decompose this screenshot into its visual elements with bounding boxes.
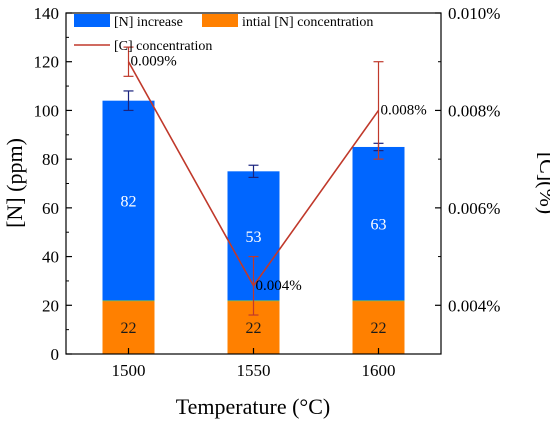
- x-tick-label-1600: 1600: [362, 361, 396, 380]
- bar-1500-series-0: [102, 300, 155, 354]
- y-right-tick-label-2: 0.008%: [448, 101, 500, 120]
- y-tick-label-140: 140: [34, 4, 60, 23]
- x-axis-label: Temperature (°C): [176, 394, 330, 419]
- labels-layer: 22 82 22 53 22 63 0.009% 0.004% 0.008%: [121, 54, 427, 337]
- legend-label-c-concentration: [C] concentration: [114, 39, 212, 54]
- y-tick-label-100: 100: [34, 101, 60, 120]
- y-right-tick-label-1: 0.006%: [448, 199, 500, 218]
- bar-value-label-1600-series-1: 63: [371, 217, 387, 234]
- bar-value-label-1500-series-1: 82: [121, 194, 137, 211]
- legend-label-n-increase: [N] increase: [114, 15, 183, 30]
- bar-value-label-1500-series-0: 22: [121, 320, 137, 337]
- bar-value-label-1550-series-0: 22: [246, 320, 262, 337]
- c-value-label-1500: 0.009%: [131, 54, 177, 70]
- y-tick-label-60: 60: [42, 199, 59, 218]
- axes-layer: 0 20 40 60 80 100 120 140 0.004% 0.006% 0.008% 0.01…: [34, 4, 501, 380]
- line-layer: [123, 46, 384, 316]
- y-right-tick-label-0: 0.004%: [448, 296, 500, 315]
- y-axis-label: [N] (ppm): [2, 138, 27, 228]
- y-tick-label-80: 80: [42, 150, 59, 169]
- y-right-tick-label-3: 0.010%: [448, 4, 500, 23]
- bar-1600-series-1: [352, 146, 405, 301]
- c-value-label-1550: 0.004%: [256, 278, 302, 294]
- bar-1500-series-1: [102, 100, 155, 301]
- legend: [N] increase intial [N] concentration [C…: [74, 14, 373, 54]
- legend-swatch-initial-n: [202, 14, 238, 27]
- bar-value-label-1550-series-1: 53: [246, 229, 262, 246]
- x-tick-label-1500: 1500: [112, 361, 146, 380]
- y-tick-label-40: 40: [42, 248, 59, 267]
- y-tick-label-120: 120: [34, 53, 60, 72]
- bar-1600-series-0: [352, 300, 405, 354]
- c-value-label-1600: 0.008%: [381, 102, 427, 118]
- y-axis-right-label: [C](%): [535, 152, 550, 214]
- y-tick-label-20: 20: [42, 296, 59, 315]
- y-tick-label-0: 0: [51, 345, 60, 364]
- legend-label-initial-n: intial [N] concentration: [242, 15, 373, 30]
- legend-swatch-n-increase: [74, 14, 110, 27]
- x-tick-label-1550: 1550: [237, 361, 271, 380]
- bar-value-label-1600-series-0: 22: [371, 320, 387, 337]
